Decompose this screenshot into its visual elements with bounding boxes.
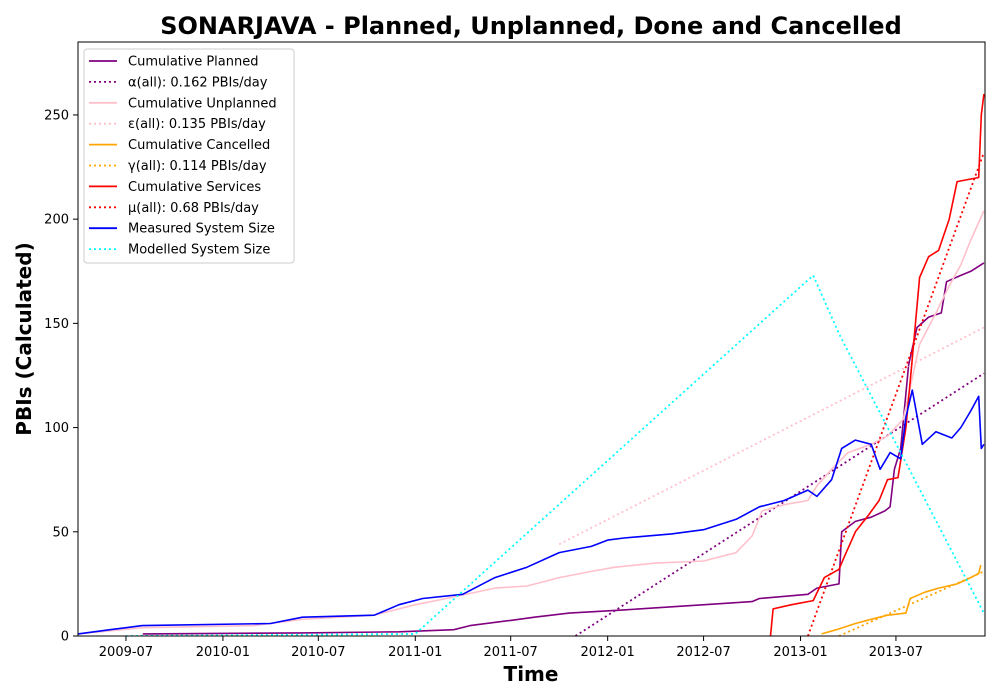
- series-line-2: [78, 210, 985, 635]
- series-line-4: [821, 564, 982, 635]
- x-tick-label: 2013-01: [773, 645, 827, 660]
- legend-label: Cumulative Cancelled: [128, 138, 270, 153]
- legend-label: Cumulative Services: [128, 180, 261, 195]
- y-axis: 0 50 100 150 200 250: [44, 108, 78, 645]
- legend-label: α(all): 0.162 PBIs/day: [128, 75, 268, 90]
- y-tick-label: 0: [61, 630, 69, 645]
- series-layer: [78, 94, 985, 636]
- series-line-0: [142, 262, 985, 635]
- y-tick-label: 250: [44, 108, 69, 123]
- series-line-7: [807, 152, 985, 636]
- y-axis-title: PBIs (Calculated): [12, 242, 36, 435]
- legend-label: Measured System Size: [128, 222, 275, 237]
- y-tick-label: 150: [44, 317, 69, 332]
- x-tick-label: 2009-07: [99, 645, 153, 660]
- x-axis: 2009-07 2010-01 2010-07 2011-01 2011-07 2012-…: [99, 636, 923, 660]
- series-line-1: [575, 372, 985, 636]
- legend-label: ε(all): 0.135 PBIs/day: [128, 117, 266, 132]
- legend-box: [83, 48, 295, 264]
- legend-label: Cumulative Unplanned: [128, 96, 277, 111]
- series-line-8: [78, 389, 985, 635]
- x-tick-label: 2011-01: [388, 645, 442, 660]
- series-line-6: [769, 94, 985, 636]
- y-tick-label: 50: [52, 525, 69, 540]
- x-tick-label: 2011-07: [484, 645, 538, 660]
- y-tick-label: 100: [44, 421, 69, 436]
- x-axis-title: Time: [504, 662, 559, 686]
- x-tick-label: 2012-07: [676, 645, 730, 660]
- x-tick-label: 2010-07: [291, 645, 345, 660]
- legend-label: γ(all): 0.114 PBIs/day: [128, 159, 267, 174]
- legend-label: Cumulative Planned: [128, 55, 258, 70]
- plot-frame: [77, 41, 986, 637]
- x-tick-label: 2013-07: [869, 645, 923, 660]
- legend-label: Modelled System Size: [128, 243, 270, 258]
- legend-label: μ(all): 0.68 PBIs/day: [128, 201, 259, 216]
- y-tick-label: 200: [44, 213, 69, 228]
- series-line-5: [838, 570, 985, 636]
- x-tick-label: 2012-01: [580, 645, 634, 660]
- chart-title: SONARJAVA - Planned, Unplanned, Done and…: [160, 12, 902, 40]
- legend: Cumulative Planned α(all): 0.162 PBIs/day…: [83, 48, 295, 264]
- x-tick-label: 2010-01: [196, 645, 250, 660]
